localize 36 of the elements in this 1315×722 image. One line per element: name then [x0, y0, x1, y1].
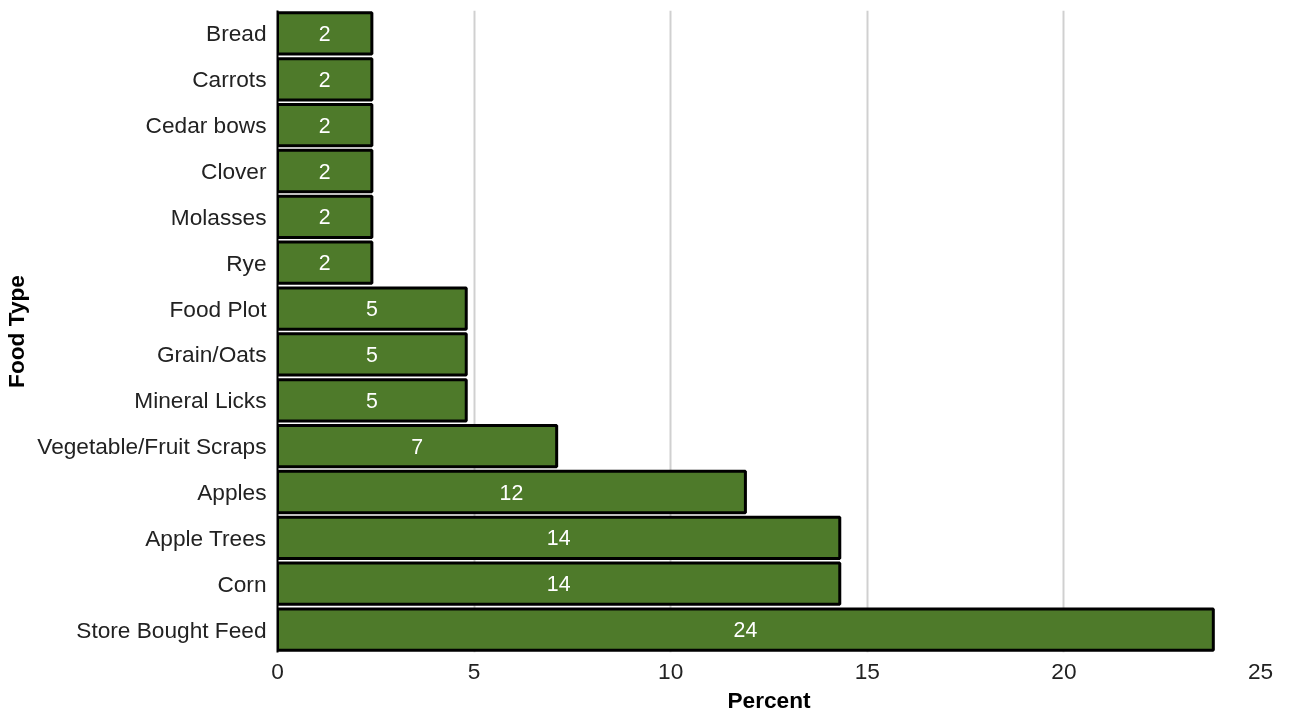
x-tick-label: 0: [271, 657, 284, 684]
y-tick-label: Carrots: [192, 66, 267, 93]
data-label: 2: [318, 113, 331, 138]
data-label: 2: [318, 205, 331, 230]
data-label: 14: [546, 526, 571, 551]
y-tick-label: Cedar bows: [145, 112, 267, 139]
y-tick-label: Grain/Oats: [156, 341, 267, 368]
x-tick-label: 5: [467, 657, 481, 684]
data-label: 7: [411, 434, 424, 459]
y-axis-title: Food Type: [3, 275, 30, 388]
x-axis-title: Percent: [727, 686, 812, 713]
data-label: 5: [365, 342, 378, 367]
y-tick-label: Corn: [217, 570, 267, 597]
data-label: 14: [546, 572, 571, 597]
data-label: 2: [318, 21, 331, 46]
y-tick-label: Apples: [197, 479, 267, 505]
y-tick-label: Food Plot: [169, 295, 268, 322]
y-tick-label: Store Bought Feed: [76, 616, 267, 643]
data-label: 2: [318, 159, 331, 184]
y-tick-label: Apple Trees: [145, 524, 267, 551]
x-tick-label: 25: [1247, 657, 1274, 684]
data-label: 24: [733, 618, 758, 643]
x-tick-label: 10: [658, 657, 684, 684]
data-label: 12: [499, 480, 524, 505]
y-tick-label: Clover: [201, 158, 267, 184]
x-tick-label: 20: [1051, 657, 1077, 684]
x-tick-label: 15: [854, 657, 880, 684]
y-tick-label: Vegetable/Fruit Scraps: [37, 433, 267, 460]
y-tick-label: Molasses: [170, 203, 267, 230]
y-tick-label: Bread: [206, 20, 267, 47]
data-label: 5: [365, 388, 378, 413]
y-tick-label: Mineral Licks: [134, 387, 267, 414]
data-label: 2: [318, 67, 331, 92]
data-label: 2: [318, 251, 331, 276]
data-label: 5: [365, 297, 378, 322]
y-tick-label: Rye: [226, 249, 267, 276]
